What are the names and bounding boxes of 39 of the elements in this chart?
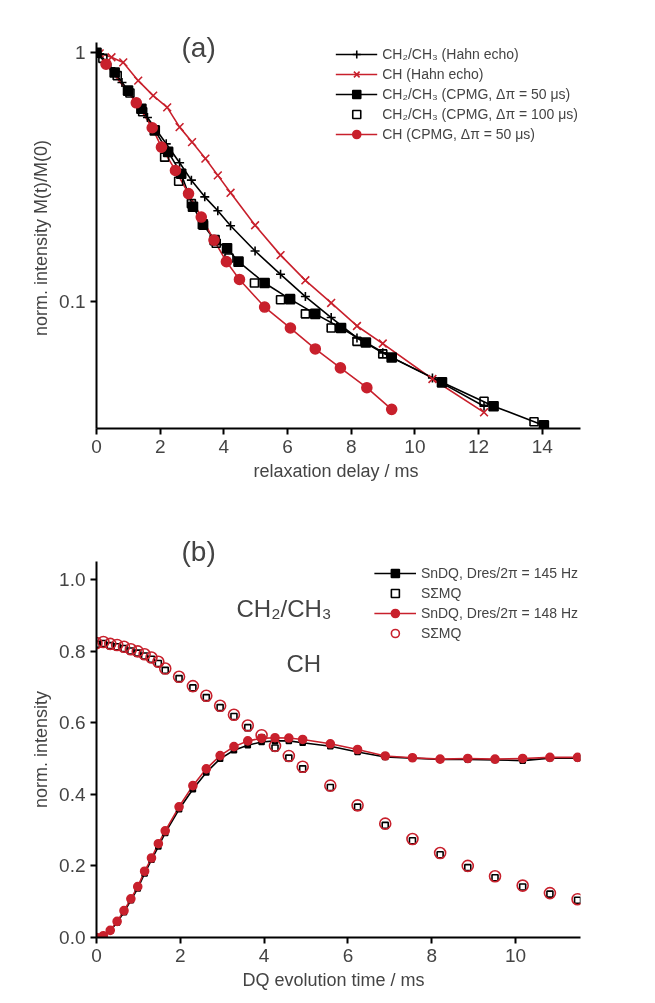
y-axis-title: norm. intensity	[31, 690, 52, 809]
x-tick-label: 6	[282, 435, 293, 457]
y-tick-label: 1.0	[59, 568, 86, 590]
y-tick-label: 0.2	[59, 855, 86, 877]
x-tick-label: 4	[258, 944, 270, 966]
x-tick-label: 6	[342, 944, 354, 966]
x-tick-label: 0	[91, 944, 102, 966]
annotation: CH	[286, 649, 322, 677]
x-tick-label: 12	[468, 435, 490, 457]
y-axis-title: norm. intensity M(t)/M(0)	[31, 139, 52, 337]
y-tick-label: 0.6	[59, 712, 86, 734]
legend-label: SΣMQ	[420, 624, 462, 643]
x-tick-label: 2	[154, 435, 166, 457]
legend-label: CH₂/CH₃ (CPMG, Δπ = 100 μs)	[382, 105, 578, 124]
x-axis-title: DQ evolution time / ms	[242, 969, 425, 990]
x-tick-label: 0	[91, 435, 102, 457]
chart-title: (a)	[181, 31, 216, 63]
y-tick-label: 1	[74, 42, 86, 64]
legend-label: SΣMQ	[420, 584, 462, 603]
y-tick-label: 0.8	[59, 640, 86, 662]
annotation: CH₂/CH₃	[236, 594, 332, 622]
x-tick-label: 8	[426, 944, 438, 966]
x-tick-label: 8	[345, 435, 357, 457]
x-tick-label: 10	[504, 944, 527, 966]
x-tick-label: 4	[218, 435, 230, 457]
x-tick-label: 10	[404, 435, 426, 457]
legend-label: SnDQ, Dres/2π = 145 Hz	[420, 564, 578, 583]
x-axis-title: relaxation delay / ms	[253, 460, 419, 481]
y-tick-label: 0.0	[59, 927, 86, 948]
legend-label: SnDQ, Dres/2π = 148 Hz	[420, 604, 578, 623]
x-tick-label: 2	[175, 944, 186, 966]
legend-label: CH₂/CH₃ (CPMG, Δπ = 50 μs)	[382, 85, 571, 104]
chart-title: (b)	[181, 535, 216, 567]
legend-label: CH (Hahn echo)	[382, 65, 484, 84]
x-tick-label: 14	[531, 435, 554, 457]
legend-label: CH₂/CH₃ (Hahn echo)	[382, 45, 519, 64]
y-tick-label: 0.1	[59, 291, 86, 313]
y-tick-label: 0.4	[59, 783, 86, 805]
legend-label: CH (CPMG, Δπ = 50 μs)	[382, 125, 535, 144]
